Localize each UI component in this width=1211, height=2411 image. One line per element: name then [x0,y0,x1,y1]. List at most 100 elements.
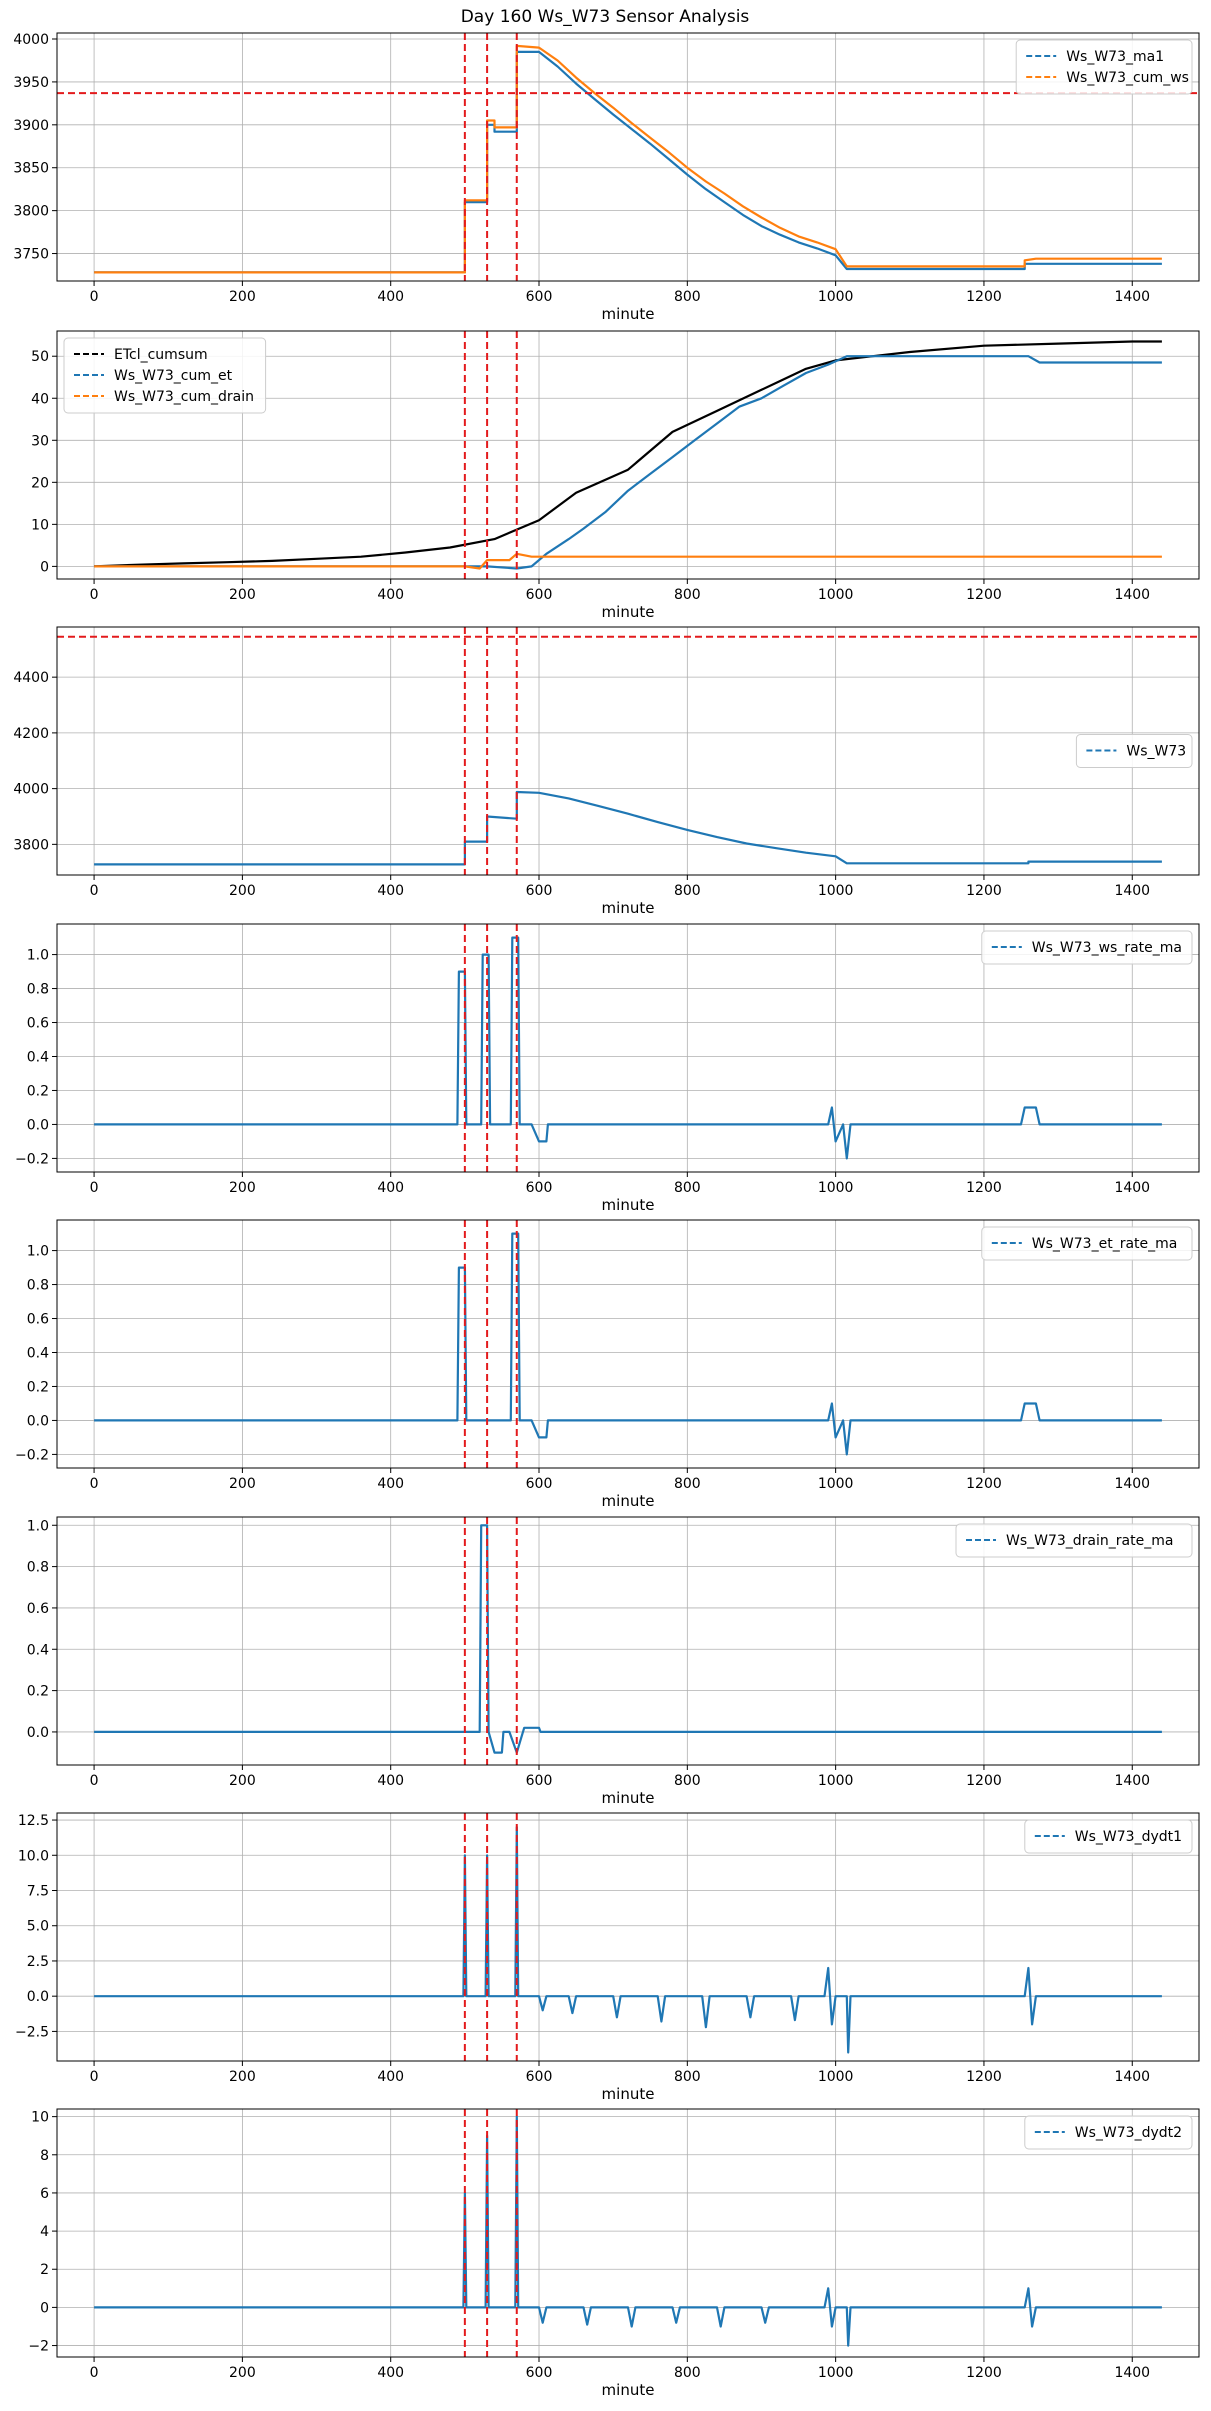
x-tick-label: 600 [526,1773,553,1789]
legend-entry: Ws_W73_cum_ws [1066,70,1189,86]
legend-box [1024,2115,1193,2150]
x-axis-label: minute [602,2381,655,2399]
y-tick-label: 0.6 [27,1312,49,1328]
x-tick-label: 1000 [818,2069,854,2085]
x-tick-label: 0 [90,883,99,899]
x-tick-label: 600 [526,1476,553,1492]
y-tick-label: 40 [31,391,49,407]
y-tick-label: −2 [28,2339,49,2355]
y-tick-label: 20 [31,475,49,491]
series-line-etcl-cumsum [94,340,1162,568]
legend-box [1075,734,1193,768]
x-tick-label: 1200 [966,289,1002,305]
legend-box [1015,39,1193,95]
y-tick-label: 4000 [13,32,49,48]
legend: Ws_W73_dydt2 [1024,2115,1193,2150]
legend: Ws_W73_et_rate_ma [981,1226,1193,1261]
y-tick-label: 0 [40,2300,49,2316]
x-tick-label: 200 [229,1773,256,1789]
x-tick-label: 0 [90,1180,99,1196]
legend: Ws_W73_ma1 Ws_W73_cum_ws [1015,39,1193,95]
x-tick-label: 1200 [966,1180,1002,1196]
x-tick-label: 1000 [818,2365,854,2381]
x-tick-label: 1400 [1114,289,1150,305]
legend: Ws_W73_drain_rate_ma [955,1523,1193,1558]
x-axis-label: minute [602,1789,655,1807]
y-tick-label: 5.0 [27,1919,49,1935]
y-tick-label: 1.0 [27,948,49,964]
plot-frame [56,1516,1200,1766]
x-tick-label: 600 [526,2069,553,2085]
y-tick-label: 0.4 [27,1049,49,1065]
y-tick-label: 0.4 [27,1642,49,1658]
y-tick-label: 4400 [13,670,49,686]
chart-panel-3: 0 200 400 600 800 1000 1200 1400 3800 4000 4200 440… [13,626,1200,917]
legend-box [955,1523,1193,1558]
x-tick-label: 800 [674,587,701,603]
x-tick-label: 200 [229,587,256,603]
x-tick-label: 1000 [818,1773,854,1789]
y-tick-label: 4000 [13,782,49,798]
y-tick-label: 0.0 [27,1725,49,1741]
x-axis-label: minute [602,305,655,323]
legend-entry: ETcl_cumsum [114,347,208,363]
chart-panel-7: 0 200 400 600 800 1000 1200 1400 −2.5 0.0 2.5 5.0 7.… [15,1812,1200,2103]
y-tick-label: 1.0 [27,1244,49,1260]
x-tick-label: 600 [526,289,553,305]
x-tick-label: 1000 [818,289,854,305]
chart-panel-2: 0 200 400 600 800 1000 1200 1400 0 10 20 30 40 50 minu… [31,330,1200,621]
y-tick-label: 7.5 [27,1884,49,1900]
y-tick-label: 0.6 [27,1016,49,1032]
y-tick-label: 0.8 [27,1560,49,1576]
y-tick-label: 0.8 [27,1278,49,1294]
y-tick-label: 0.6 [27,1601,49,1617]
y-tick-label: 3750 [13,247,49,263]
series-line-ws-w73-dydt2 [94,2115,1162,2347]
y-tick-label: 0.2 [27,1379,49,1395]
x-tick-label: 400 [377,1773,404,1789]
y-tick-label: −0.2 [15,1151,49,1167]
legend-entry: Ws_W73_cum_et [114,368,233,384]
x-tick-label: 1400 [1114,883,1150,899]
y-tick-label: 0.0 [27,1413,49,1429]
x-tick-label: 400 [377,587,404,603]
y-tick-label: 2.5 [27,1954,49,1970]
plot-frame [56,32,1200,282]
x-tick-label: 0 [90,1476,99,1492]
x-tick-label: 600 [526,2365,553,2381]
x-tick-label: 1000 [818,587,854,603]
figure-title: Day 160 Ws_W73 Sensor Analysis [461,7,750,27]
y-tick-label: 3800 [13,837,49,853]
y-tick-label: 10.0 [18,1848,49,1864]
y-tick-label: 30 [31,433,49,449]
x-tick-label: 200 [229,1180,256,1196]
chart-panel-4: 0 200 400 600 800 1000 1200 1400 −0.2 0.0 0.2 0.4 0.… [15,923,1200,1214]
y-tick-label: 10 [31,2110,49,2126]
legend-entry: Ws_W73 [1126,744,1186,760]
x-tick-label: 0 [90,587,99,603]
x-tick-label: 200 [229,883,256,899]
y-tick-label: 0.0 [27,1117,49,1133]
y-tick-label: 3800 [13,204,49,220]
series-line-ws-w73-ws-rate-ma [94,936,1162,1160]
y-tick-label: 8 [40,2148,49,2164]
x-tick-label: 200 [229,289,256,305]
legend: Ws_W73 [1075,734,1193,768]
x-tick-label: 400 [377,1476,404,1492]
plot-frame [56,1812,1200,2062]
chart-panel-6: 0 200 400 600 800 1000 1200 1400 0.0 0.2 0.4 0.6 0.8… [27,1516,1200,1807]
x-tick-label: 600 [526,587,553,603]
x-tick-label: 800 [674,2069,701,2085]
y-tick-label: 3950 [13,75,49,91]
x-axis-label: minute [602,603,655,621]
plot-frame [56,1219,1200,1469]
y-tick-label: 3900 [13,118,49,134]
plot-frame [56,330,1200,580]
legend: ETcl_cumsum Ws_W73_cum_et Ws_W73_cum_drain [63,337,267,414]
y-tick-label: 0.4 [27,1345,49,1361]
y-tick-label: 4 [40,2224,49,2240]
legend-entry: Ws_W73_et_rate_ma [1032,1236,1178,1252]
x-tick-label: 800 [674,1476,701,1492]
y-tick-label: 12.5 [18,1813,49,1829]
